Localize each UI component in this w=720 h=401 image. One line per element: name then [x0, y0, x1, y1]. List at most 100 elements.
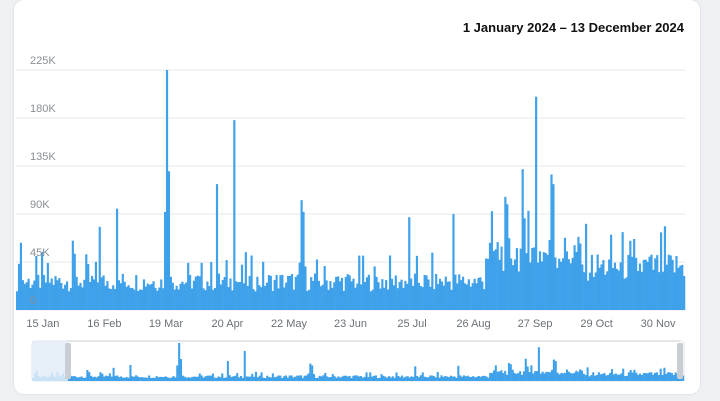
bar: [96, 282, 99, 310]
navigator-bar: [603, 373, 606, 381]
bar: [139, 289, 142, 310]
bar: [363, 282, 367, 310]
bar: [160, 279, 163, 310]
navigator-bar: [71, 376, 74, 381]
bar: [69, 288, 72, 310]
bar: [387, 289, 390, 310]
bar: [546, 254, 549, 310]
bar: [629, 240, 632, 310]
bar: [600, 264, 603, 310]
navigator-bar: [166, 377, 169, 381]
bar: [317, 280, 320, 310]
navigator-left-handle[interactable]: [65, 343, 71, 379]
bar: [315, 259, 319, 310]
bar: [365, 277, 369, 310]
bar: [21, 280, 24, 310]
bar: [87, 264, 90, 310]
navigator-bar: [155, 376, 158, 381]
bar: [681, 264, 684, 310]
navigator-bar: [286, 377, 289, 381]
bar: [196, 275, 199, 310]
bar: [275, 275, 278, 310]
bar: [448, 281, 451, 310]
navigator-right-handle[interactable]: [677, 343, 683, 379]
bar: [110, 289, 113, 310]
bar: [85, 254, 88, 310]
bar: [679, 265, 682, 310]
bar: [308, 289, 311, 310]
navigator-bar: [378, 377, 381, 381]
navigator-bar: [344, 375, 347, 381]
bar: [225, 260, 228, 310]
bar: [550, 174, 553, 310]
navigator-bar: [95, 377, 98, 381]
bar: [446, 281, 449, 310]
bar: [413, 273, 417, 310]
navigator-bar: [90, 375, 93, 381]
navigator-bar: [371, 376, 374, 381]
navigator-bar: [489, 372, 492, 381]
bar: [77, 285, 80, 310]
bar: [219, 284, 222, 310]
bar: [271, 290, 274, 310]
range-navigator[interactable]: [31, 340, 685, 382]
bar: [610, 234, 613, 310]
navigator-bar: [196, 376, 199, 381]
navigator-bar: [144, 377, 147, 381]
bar: [323, 265, 326, 310]
navigator-bar: [200, 375, 203, 381]
navigator-bar: [491, 372, 494, 381]
bar: [16, 291, 19, 310]
bar: [125, 286, 128, 310]
bar: [454, 274, 457, 310]
navigator-bar: [470, 376, 473, 381]
bar: [437, 284, 440, 310]
bar: [525, 253, 528, 310]
bar: [294, 276, 297, 310]
bar: [81, 287, 84, 310]
bar: [150, 283, 153, 310]
bar: [536, 262, 540, 310]
navigator-bar: [97, 376, 100, 381]
bar: [39, 287, 42, 310]
navigator-bar: [575, 370, 578, 381]
navigator-bar: [601, 373, 604, 381]
y-tick-label: 45K: [30, 247, 50, 259]
navigator-bar: [586, 367, 589, 381]
bar: [635, 257, 638, 310]
navigator-bar: [322, 375, 325, 381]
bar: [402, 287, 405, 310]
bar: [273, 279, 276, 310]
bar: [569, 263, 572, 310]
navigator-bar: [114, 375, 117, 381]
bar: [229, 278, 232, 310]
navigator-bar: [449, 375, 452, 381]
navigator-bar: [352, 375, 355, 381]
bar: [265, 282, 269, 310]
bar: [611, 268, 615, 310]
bar: [440, 281, 444, 310]
navigator-bar: [498, 371, 501, 381]
navigator-bar: [609, 372, 612, 381]
x-tick-label: 22 May: [271, 318, 308, 330]
bar: [62, 288, 65, 310]
navigator-bar: [232, 376, 235, 381]
navigator-bar: [228, 375, 231, 381]
navigator-bar: [506, 374, 509, 381]
navigator-bar: [406, 376, 409, 381]
navigator-bar: [511, 369, 514, 381]
navigator-bar: [354, 375, 357, 381]
navigator-bar: [657, 375, 660, 381]
bar: [102, 275, 105, 310]
navigator-bar: [526, 366, 529, 381]
bar: [288, 275, 292, 310]
navigator-bar: [234, 375, 237, 381]
bar: [117, 280, 121, 310]
bar: [221, 279, 224, 310]
navigator-bar: [502, 373, 505, 381]
navigator-bar: [168, 377, 171, 381]
navigator-bar: [515, 373, 518, 381]
bar: [517, 271, 520, 310]
navigator-bar: [217, 376, 220, 381]
bar: [104, 285, 107, 310]
